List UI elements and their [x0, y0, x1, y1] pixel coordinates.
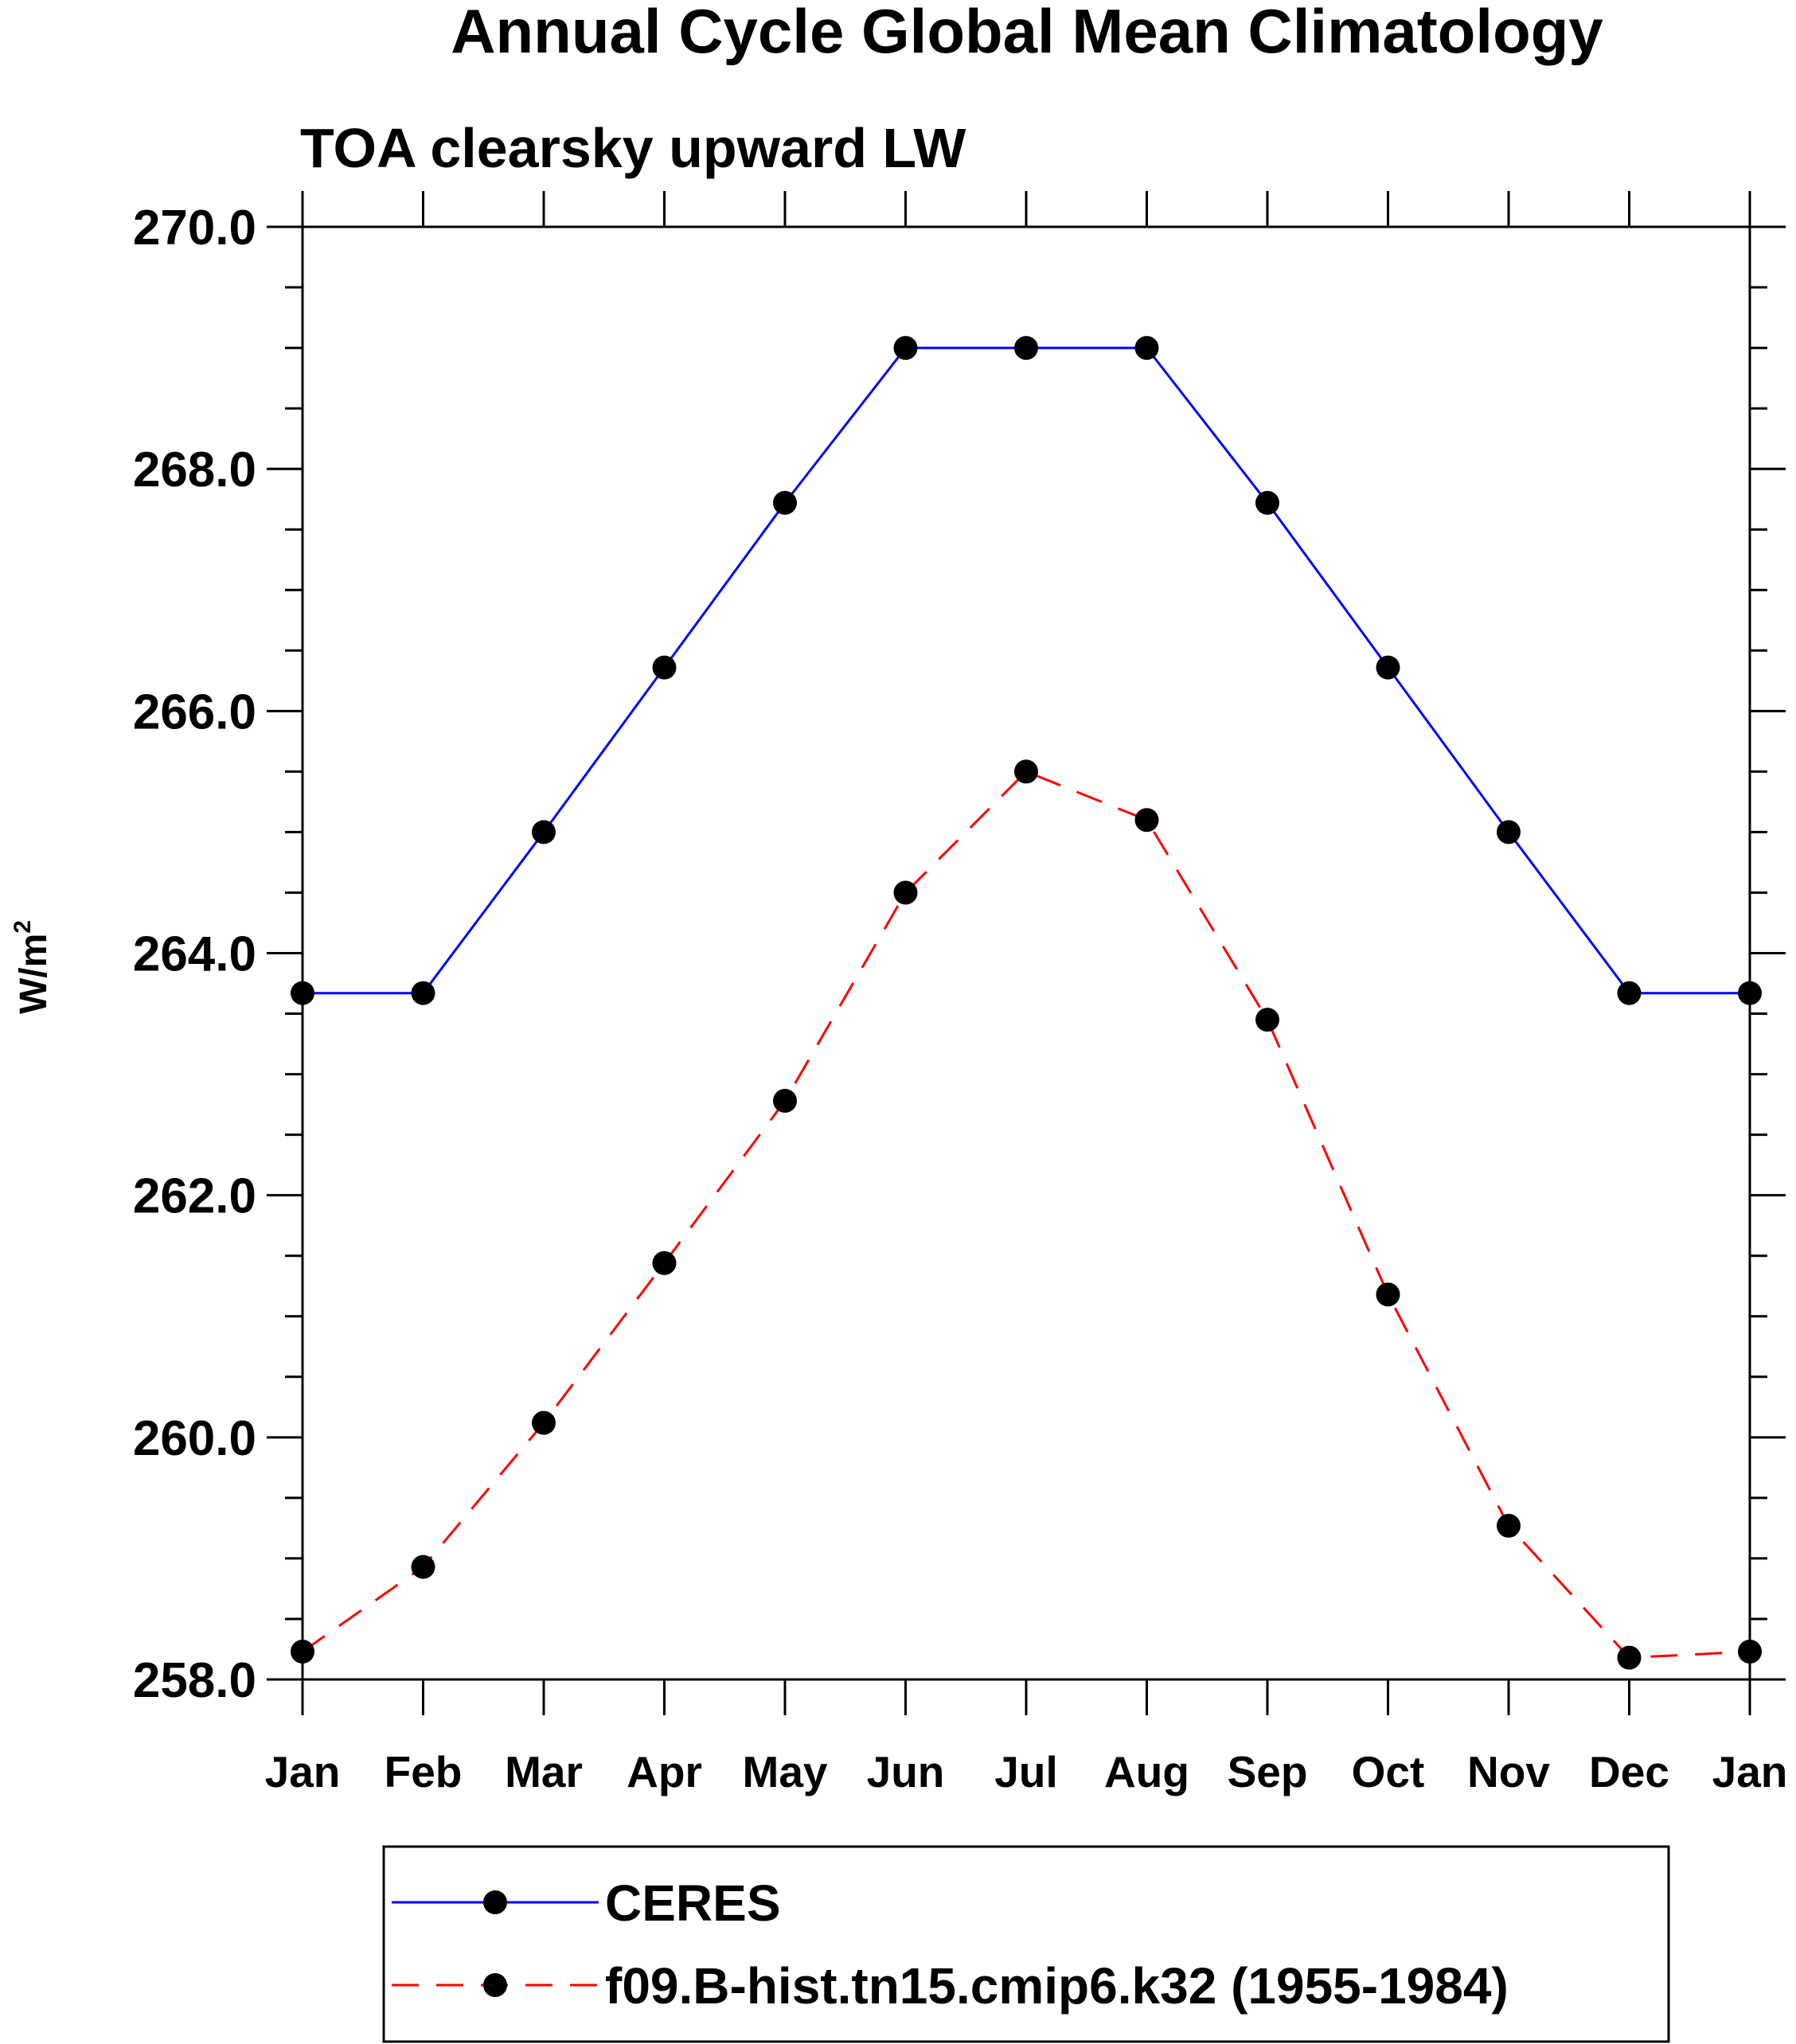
x-tick-label: Feb: [385, 1747, 463, 1796]
x-tick-label: Mar: [505, 1747, 583, 1796]
data-point: [1255, 490, 1279, 515]
series-line: [303, 346, 1750, 995]
data-point: [1134, 336, 1159, 361]
data-point: [1617, 1645, 1642, 1670]
data-point: [291, 981, 314, 1005]
series-model: [291, 759, 1762, 1670]
data-point: [893, 336, 918, 361]
data-point: [773, 490, 797, 515]
data-point: [291, 1640, 314, 1664]
legend-label-model: f09.B-hist.tn15.cmip6.k32 (1955-1984): [605, 1957, 1509, 2015]
y-axis-label: W/m2: [10, 920, 55, 1014]
y-tick-label: 262.0: [133, 1169, 256, 1224]
x-tick-label: Jun: [867, 1747, 945, 1796]
x-tick-label: Sep: [1228, 1747, 1308, 1796]
y-tick-label: 260.0: [133, 1411, 256, 1466]
data-point: [893, 880, 918, 905]
x-tick-label: Jan: [1712, 1747, 1788, 1796]
data-point: [1497, 1513, 1521, 1538]
y-tick-label: 268.0: [133, 443, 256, 497]
data-point: [652, 1250, 677, 1275]
plot-frame: [301, 225, 1751, 1681]
legend-swatch-marker-ceres: [483, 1890, 507, 1914]
x-tick-label: Apr: [627, 1747, 702, 1796]
y-tick-label: 258.0: [133, 1653, 256, 1708]
series-ceres: [291, 336, 1762, 1005]
x-tick-label: Dec: [1589, 1747, 1669, 1796]
data-point: [1134, 808, 1159, 833]
y-tick-label: 270.0: [133, 201, 256, 256]
data-point: [652, 655, 677, 680]
y-tick-label: 264.0: [133, 927, 256, 982]
data-point: [1376, 655, 1400, 680]
data-point: [411, 1554, 435, 1579]
data-point: [1497, 820, 1521, 845]
x-tick-label: Jul: [994, 1747, 1057, 1796]
axis-ticks: 258.0 260.0 262.0 264.0 266.0 268.0 270.0 Jan Fe…: [133, 191, 1788, 1796]
data-point: [532, 1410, 556, 1435]
chart-title: Annual Cycle Global Mean Climatology: [451, 0, 1603, 66]
series-line: [302, 770, 1751, 1660]
data-point: [773, 1089, 797, 1114]
legend: CERES f09.B-hist.tn15.cmip6.k32 (1955-19…: [382, 1845, 1670, 2043]
x-tick-label: Oct: [1352, 1747, 1425, 1796]
legend-swatch-marker-model: [483, 1973, 507, 1997]
data-point: [1014, 759, 1038, 784]
legend-label-ceres: CERES: [605, 1874, 781, 1932]
data-point: [411, 981, 435, 1005]
legend-box: [382, 1845, 1670, 2043]
data-point: [1617, 981, 1642, 1005]
data-point: [1376, 1282, 1400, 1307]
data-point: [1738, 981, 1762, 1005]
y-axis-label-text: W/m: [13, 934, 55, 1014]
x-tick-label: Aug: [1104, 1747, 1189, 1796]
x-tick-label: May: [743, 1747, 828, 1796]
y-axis-label-superscript: 2: [10, 920, 36, 934]
y-tick-label: 266.0: [133, 685, 256, 739]
data-point: [1738, 1640, 1762, 1664]
x-tick-label: Jan: [265, 1747, 341, 1796]
data-point: [1255, 1008, 1279, 1032]
legend-entry-ceres: CERES: [392, 1874, 781, 1932]
legend-entry-model: f09.B-hist.tn15.cmip6.k32 (1955-1984): [392, 1957, 1509, 2015]
chart-subtitle: TOA clearsky upward LW: [300, 117, 966, 179]
series-layer: [291, 336, 1762, 1670]
data-point: [1014, 336, 1038, 361]
data-point: [532, 820, 556, 845]
x-tick-label: Nov: [1467, 1747, 1550, 1796]
plot-axes: [301, 225, 1751, 1681]
